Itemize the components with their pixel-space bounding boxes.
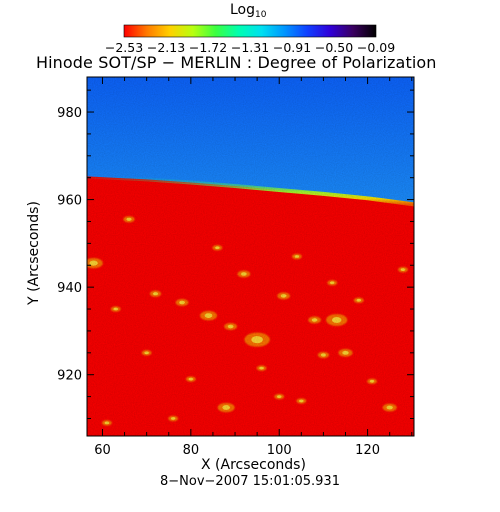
- colorbar-tick-label: −2.53: [104, 40, 144, 55]
- x-axis-label: X (Arcseconds): [201, 457, 306, 473]
- colorbar-tick-label: −1.31: [230, 40, 270, 55]
- y-tick-label: 920: [57, 369, 82, 384]
- colorbar-tick-label: −0.50: [314, 40, 354, 55]
- texture-noise: [87, 77, 414, 436]
- plot-frame: [86, 76, 415, 437]
- colorbar-tick-labels: −2.53 −2.13 −1.72 −1.31 −0.91 −0.50 −0.0…: [100, 40, 400, 55]
- observation-timestamp: 8−Nov−2007 15:01:05.931: [160, 474, 340, 489]
- x-tick-label: 120: [355, 443, 380, 458]
- colorbar-title: Log10: [230, 2, 267, 20]
- y-tick-label: 980: [57, 106, 82, 121]
- colorbar-tick-label: −2.13: [146, 40, 186, 55]
- x-tick-label: 60: [94, 443, 111, 458]
- y-axis-label: Y (Arcseconds): [26, 201, 42, 305]
- colorbar-tick-label: −1.72: [188, 40, 228, 55]
- heatmap-image: [87, 77, 414, 436]
- colorbar: [123, 24, 377, 38]
- x-tick-label: 80: [183, 443, 200, 458]
- colorbar-tick-label: −0.91: [272, 40, 312, 55]
- y-tick-label: 960: [57, 194, 82, 209]
- y-tick-label: 940: [57, 281, 82, 296]
- axis-ticks: 60 80 100 120 920 940 960 980: [57, 77, 414, 458]
- x-tick-label: 100: [267, 443, 292, 458]
- chart-title: Hinode SOT/SP − MERLIN : Degree of Polar…: [36, 53, 437, 72]
- colorbar-tick-label: −0.09: [356, 40, 396, 55]
